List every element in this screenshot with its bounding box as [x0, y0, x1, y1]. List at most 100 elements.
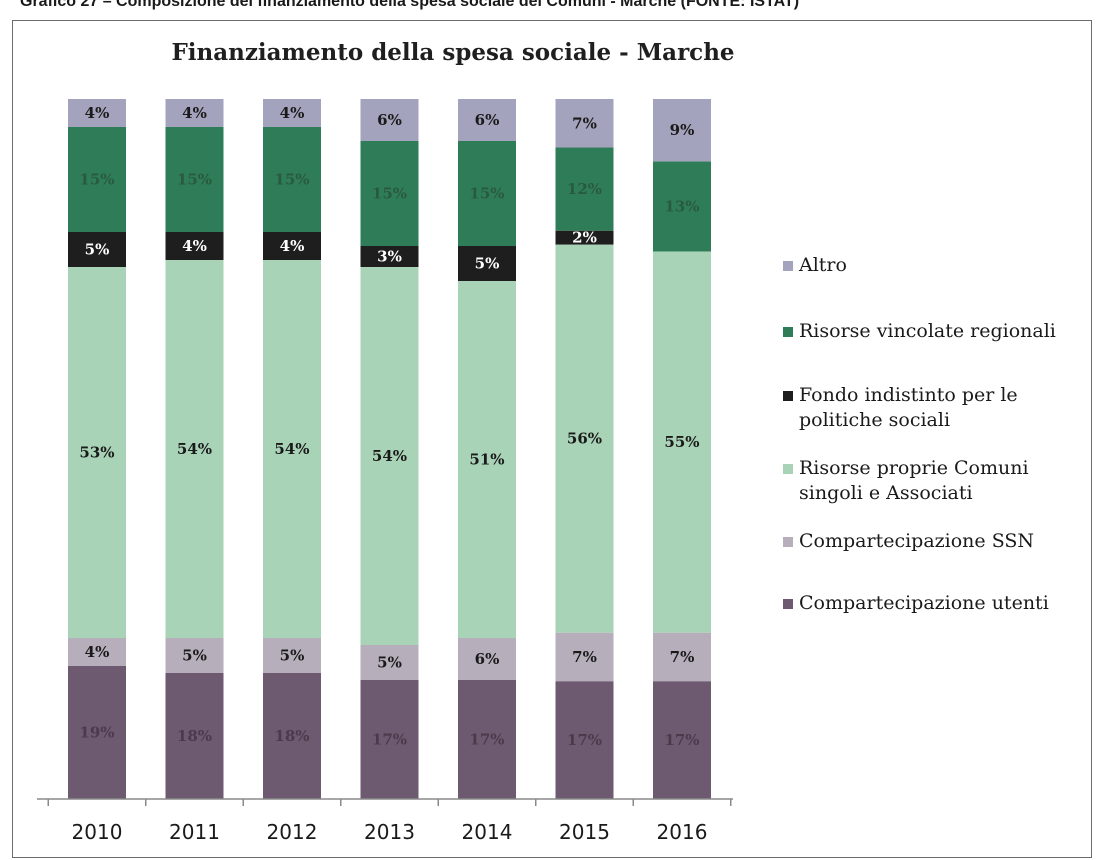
- legend-label-line: Compartecipazione utenti: [799, 592, 1049, 614]
- bar-segment: [360, 99, 419, 141]
- bar-segment: [555, 99, 614, 148]
- data-label: 15%: [177, 171, 212, 189]
- bar-segment: [263, 260, 321, 638]
- bar-segment: [263, 232, 321, 260]
- data-label: 7%: [572, 114, 597, 132]
- data-label: 4%: [280, 237, 305, 255]
- data-label: 17%: [372, 731, 407, 749]
- bar-segment: [653, 99, 711, 162]
- legend-label-line: Altro: [799, 254, 847, 276]
- bar-segment: [263, 99, 321, 127]
- bar-segment: [263, 127, 321, 232]
- bar-segment: [263, 638, 321, 673]
- bar-segment: [68, 666, 126, 799]
- data-label: 15%: [469, 185, 504, 203]
- data-label: 3%: [377, 248, 402, 266]
- bar-segment: [360, 141, 419, 246]
- legend-label-line: politiche sociali: [799, 409, 951, 431]
- data-label: 4%: [182, 104, 207, 122]
- legend-label: Compartecipazione utenti: [799, 591, 1049, 616]
- chart-plot: 19% 4% 53% 5% 15% 4% 18% 5% 54% 4% 15% 4% 18% 5% 54% 4%…: [37, 99, 733, 844]
- data-label: 55%: [664, 433, 699, 451]
- legend-swatch: [783, 327, 793, 337]
- bar-segment: [68, 127, 126, 232]
- legend-swatch: [783, 391, 793, 401]
- legend-item: Compartecipazione SSN: [783, 529, 1034, 554]
- chart-frame: Finanziamento della spesa sociale - Marc…: [12, 20, 1092, 858]
- data-label: 5%: [377, 654, 402, 672]
- data-label: 54%: [372, 447, 407, 465]
- bar-segment: [555, 230, 614, 245]
- data-label: 7%: [572, 648, 597, 666]
- data-label: 4%: [85, 104, 110, 122]
- legend-item: Risorse vincolate regionali: [783, 319, 1056, 344]
- bar-segment: [653, 681, 711, 799]
- data-label: 12%: [567, 180, 602, 198]
- bar-segment: [360, 645, 419, 680]
- legend-item: Compartecipazione utenti: [783, 591, 1049, 616]
- data-label: 2%: [572, 229, 597, 247]
- legend-label: Altro: [799, 253, 847, 278]
- bar-segment: [68, 638, 126, 666]
- x-tick-label: 2012: [267, 820, 318, 844]
- legend-label: Fondo indistinto per le politiche sociali: [799, 383, 1018, 433]
- bar-segment: [653, 251, 711, 633]
- legend-label-line: singoli e Associati: [799, 482, 973, 504]
- bar-segment: [555, 147, 614, 231]
- data-label: 18%: [177, 727, 212, 745]
- legend-label-line: Compartecipazione SSN: [799, 530, 1035, 552]
- x-tick-label: 2011: [169, 820, 220, 844]
- bar-segment: [165, 638, 224, 673]
- bar-segment: [68, 99, 126, 127]
- data-label: 17%: [567, 731, 602, 749]
- legend-item: Altro: [783, 253, 847, 278]
- x-tick-label: 2016: [657, 820, 708, 844]
- data-label: 5%: [475, 255, 500, 273]
- bar-segment: [458, 638, 516, 680]
- figure-caption: Grafico 27 – Composizione del finanziame…: [20, 0, 800, 10]
- data-label: 13%: [664, 197, 699, 215]
- chart-title: Finanziamento della spesa sociale - Marc…: [171, 39, 735, 66]
- legend-item: Risorse proprie Comuni singoli e Associat…: [783, 456, 1029, 506]
- bar-segment: [68, 267, 126, 638]
- legend-swatch: [783, 599, 793, 609]
- x-tick-label: 2015: [559, 820, 610, 844]
- data-label: 4%: [85, 643, 110, 661]
- data-label: 17%: [664, 731, 699, 749]
- bar-segment: [360, 680, 419, 799]
- data-label: 5%: [85, 241, 110, 259]
- legend-swatch: [783, 464, 793, 474]
- data-label: 9%: [670, 121, 695, 139]
- legend-label-line: Risorse proprie Comuni: [799, 457, 1029, 479]
- bar-segment: [458, 99, 516, 141]
- data-label: 5%: [182, 647, 207, 665]
- legend-label: Risorse proprie Comuni singoli e Associat…: [799, 456, 1029, 506]
- data-label: 15%: [372, 185, 407, 203]
- legend-label-line: Fondo indistinto per le: [799, 384, 1018, 406]
- data-label: 6%: [475, 111, 500, 129]
- data-label: 5%: [280, 647, 305, 665]
- data-label: 6%: [475, 650, 500, 668]
- bar-segment: [458, 680, 516, 799]
- bar-segment: [653, 632, 711, 682]
- data-label: 4%: [182, 237, 207, 255]
- bar-segment: [360, 246, 419, 267]
- bar-segment: [68, 232, 126, 267]
- x-tick-label: 2013: [364, 820, 415, 844]
- x-tick-label: 2014: [462, 820, 513, 844]
- bar-segment: [263, 673, 321, 799]
- data-label: 56%: [567, 430, 602, 448]
- data-label: 17%: [469, 731, 504, 749]
- legend-swatch: [783, 537, 793, 547]
- legend-item: Fondo indistinto per le politiche sociali: [783, 383, 1018, 433]
- bar-segment: [555, 681, 614, 799]
- bar-segment: [165, 260, 224, 638]
- bar-segment: [458, 281, 516, 638]
- legend-label: Compartecipazione SSN: [799, 529, 1034, 554]
- legend-label-line: Risorse vincolate regionali: [799, 320, 1056, 342]
- bar-segment: [165, 99, 224, 127]
- data-label: 54%: [177, 440, 212, 458]
- legend-swatch: [783, 261, 793, 271]
- data-label: 4%: [280, 104, 305, 122]
- bar-segment: [653, 161, 711, 252]
